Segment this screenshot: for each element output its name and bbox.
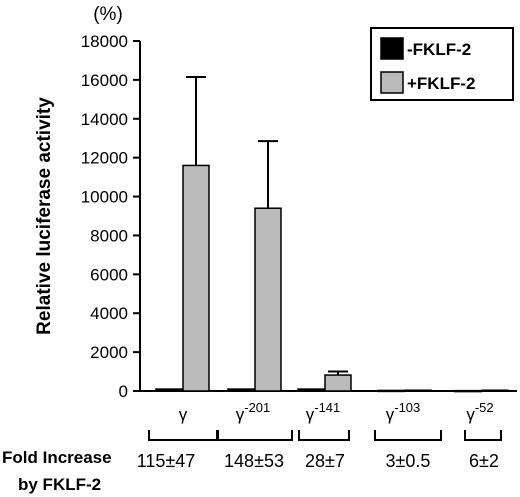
bar-minus-fklf2 [377, 389, 405, 393]
category-bracket [148, 430, 218, 441]
legend: -FKLF-2 +FKLF-2 [370, 27, 514, 101]
error-bars [186, 75, 348, 376]
y-axis-title: Relative luciferase activity [34, 97, 55, 335]
category-brackets [148, 430, 502, 441]
bar-plus-fklf2 [404, 389, 432, 392]
category-label-superscript: -103 [394, 400, 420, 415]
category-label: γ [179, 405, 188, 424]
category-bracket [374, 430, 442, 441]
category-bracket [217, 430, 293, 441]
y-tick-label: 0 [119, 382, 128, 401]
bar-minus-fklf2 [227, 388, 255, 392]
bar-minus-fklf2 [454, 389, 482, 393]
category-label-superscript: -141 [314, 400, 340, 415]
y-tick-label: 16000 [81, 71, 128, 90]
category-label-base: γ [466, 405, 475, 424]
legend-swatch-plus [380, 71, 404, 94]
bar-minus-fklf2 [155, 388, 183, 392]
fold-values: 115±47 148±53 28±7 3±0.5 6±2 [137, 451, 499, 471]
category-label: γ-141 [306, 400, 341, 424]
y-tick-label: 2000 [90, 343, 128, 362]
legend-label-plus: +FKLF-2 [407, 74, 475, 93]
category-labels: γ γ-201 γ-141 γ-103 γ-52 [179, 400, 494, 424]
y-tick-label: 6000 [90, 265, 128, 284]
bar-plus-fklf2 [324, 374, 352, 392]
fold-increase-value: 3±0.5 [386, 451, 431, 471]
bar-minus-fklf2 [297, 388, 325, 392]
y-tick-label: 10000 [81, 188, 128, 207]
y-unit-label: (%) [93, 4, 123, 25]
category-label-base: γ [306, 405, 315, 424]
y-tick-label: 4000 [90, 304, 128, 323]
category-label: γ-52 [466, 400, 493, 424]
fold-increase-value: 28±7 [305, 451, 345, 471]
bars [155, 164, 509, 393]
y-ticks: 0 2000 4000 6000 8000 10000 12000 14000 16000 180… [81, 32, 140, 401]
category-bracket [298, 430, 350, 441]
bar-plus-fklf2 [182, 164, 210, 392]
fold-increase-label-line2: by FKLF-2 [18, 475, 101, 494]
category-label-superscript: -201 [244, 400, 270, 415]
category-bracket [464, 430, 502, 441]
category-label: γ-201 [236, 400, 271, 424]
bar-plus-fklf2 [254, 207, 282, 392]
category-label-superscript: -52 [475, 400, 494, 415]
fold-increase-value: 148±53 [224, 451, 284, 471]
fold-increase-label: Fold Increase [2, 448, 112, 467]
y-tick-label: 12000 [81, 149, 128, 168]
category-label: γ-103 [386, 400, 421, 424]
y-tick-label: 8000 [90, 226, 128, 245]
fold-increase-value: 6±2 [469, 451, 499, 471]
category-label-base: γ [236, 405, 245, 424]
y-tick-label: 14000 [81, 110, 128, 129]
category-label-base: γ [179, 405, 188, 424]
legend-swatch-minus [380, 37, 404, 60]
fold-increase-value: 115±47 [137, 451, 196, 471]
bar-plus-fklf2 [481, 389, 509, 392]
y-tick-label: 18000 [81, 32, 128, 51]
legend-label-minus: -FKLF-2 [407, 40, 471, 59]
category-label-base: γ [386, 405, 395, 424]
